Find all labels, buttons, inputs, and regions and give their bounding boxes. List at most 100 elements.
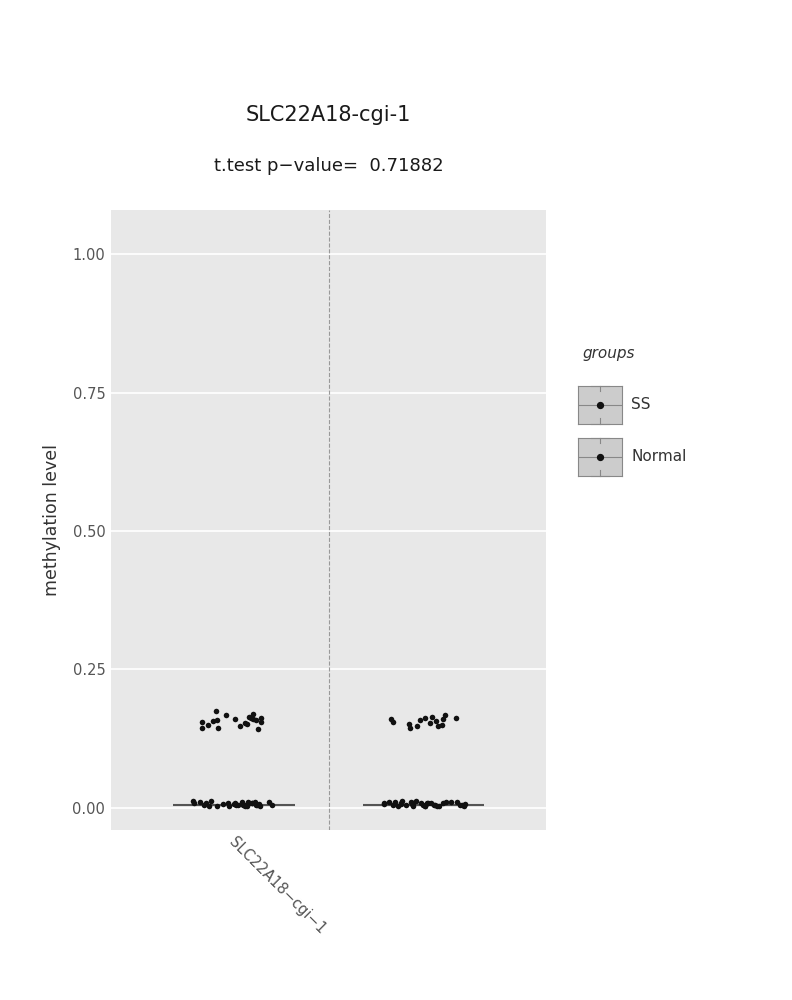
Text: t.test p−value=  0.71882: t.test p−value= 0.71882 xyxy=(214,157,444,175)
Point xyxy=(386,714,399,730)
Point xyxy=(455,797,468,813)
Point xyxy=(193,794,206,810)
Point xyxy=(389,794,402,810)
Point xyxy=(404,794,417,810)
Point xyxy=(196,714,209,730)
Point xyxy=(247,706,260,722)
Point xyxy=(196,720,208,736)
Point xyxy=(445,794,458,810)
Point xyxy=(383,794,395,810)
Point xyxy=(234,718,246,734)
Point xyxy=(385,711,398,727)
Point xyxy=(241,716,253,732)
Point xyxy=(207,713,219,729)
Point xyxy=(415,795,428,811)
Point xyxy=(419,710,432,726)
Point xyxy=(212,720,225,736)
Point xyxy=(436,795,449,811)
Point xyxy=(242,794,255,810)
Point xyxy=(236,794,249,810)
Point xyxy=(230,797,242,813)
Point xyxy=(238,797,250,813)
Point xyxy=(406,796,419,812)
Point xyxy=(439,707,451,723)
Point xyxy=(231,797,244,813)
Point xyxy=(395,793,408,809)
Point xyxy=(429,797,442,813)
Point xyxy=(409,793,422,809)
Point xyxy=(451,794,463,810)
Point xyxy=(227,796,240,812)
Point xyxy=(252,721,265,737)
Point xyxy=(250,797,263,813)
Point xyxy=(211,798,223,814)
Point xyxy=(430,713,443,729)
Text: SS: SS xyxy=(631,397,651,412)
Point xyxy=(229,711,242,727)
Point xyxy=(222,795,234,811)
Point xyxy=(378,796,390,812)
Point xyxy=(204,793,217,809)
Point xyxy=(255,714,268,730)
Point xyxy=(421,795,433,811)
Text: Normal: Normal xyxy=(631,449,687,464)
Point xyxy=(238,715,251,731)
Point xyxy=(238,798,251,814)
Point xyxy=(219,707,232,723)
Point xyxy=(395,795,408,811)
Point xyxy=(425,709,438,725)
Point xyxy=(425,795,437,811)
Point xyxy=(413,712,426,728)
Point xyxy=(246,711,259,727)
Point xyxy=(200,795,213,811)
Point xyxy=(229,796,242,812)
Point xyxy=(424,715,436,731)
Point xyxy=(458,798,470,814)
Point xyxy=(459,796,471,812)
Point xyxy=(203,798,215,814)
Point xyxy=(211,712,223,728)
Point xyxy=(243,795,256,811)
Point xyxy=(217,796,230,812)
Point xyxy=(432,798,445,814)
Text: groups: groups xyxy=(582,346,634,361)
Y-axis label: methylation level: methylation level xyxy=(44,444,61,596)
Point xyxy=(431,798,444,814)
Point xyxy=(249,794,261,810)
Point xyxy=(378,795,390,811)
Point xyxy=(418,798,431,814)
Point xyxy=(404,720,417,736)
Point xyxy=(407,798,420,814)
Point xyxy=(399,797,412,813)
Point xyxy=(198,797,211,813)
Point xyxy=(453,797,466,813)
Point xyxy=(245,710,257,726)
Point xyxy=(246,795,259,811)
Point xyxy=(262,794,275,810)
Point xyxy=(417,797,429,813)
Point xyxy=(188,795,200,811)
Point xyxy=(249,797,262,813)
Point xyxy=(411,718,424,734)
Point xyxy=(440,794,452,810)
Point xyxy=(392,798,405,814)
Point xyxy=(210,703,223,719)
Point xyxy=(418,798,431,814)
Point xyxy=(246,795,258,811)
Point xyxy=(229,795,242,811)
Point xyxy=(450,710,463,726)
Point xyxy=(265,797,278,813)
Point xyxy=(254,710,267,726)
Point xyxy=(594,397,607,413)
Point xyxy=(253,798,266,814)
Point xyxy=(402,716,415,732)
Point xyxy=(386,797,399,813)
Point xyxy=(223,798,235,814)
Point xyxy=(594,449,607,465)
Text: SLC22A18-cgi-1: SLC22A18-cgi-1 xyxy=(246,105,411,125)
Point xyxy=(240,798,253,814)
Point xyxy=(395,796,408,812)
Point xyxy=(186,793,199,809)
Point xyxy=(436,717,448,733)
Point xyxy=(242,709,255,725)
